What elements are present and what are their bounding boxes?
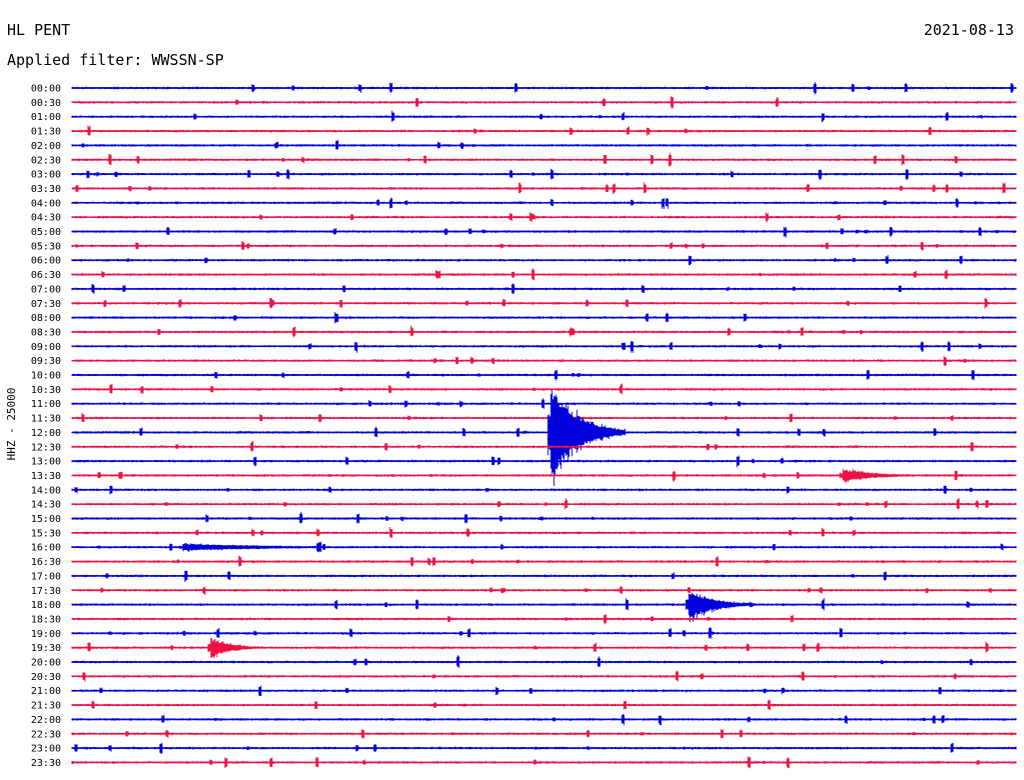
row-time-label: 05:00	[31, 227, 61, 238]
row-time-label: 06:30	[31, 270, 61, 281]
row-time-label: 23:30	[31, 758, 61, 769]
row-time-label: 23:00	[31, 744, 61, 755]
row-time-label: 09:00	[31, 342, 61, 353]
row-time-label: 19:30	[31, 643, 61, 654]
row-time-label: 22:00	[31, 715, 61, 726]
row-time-label: 06:00	[31, 256, 61, 267]
row-time-label: 09:30	[31, 356, 61, 367]
trace-row-1800	[71, 592, 1017, 622]
channel-label: HHZ - 25000	[5, 388, 18, 461]
row-time-label: 07:00	[31, 284, 61, 295]
station-title: HL PENT	[7, 21, 71, 39]
row-time-label: 02:30	[31, 155, 61, 166]
row-time-label: 03:30	[31, 184, 61, 195]
row-time-label: 08:30	[31, 327, 61, 338]
row-time-label: 08:00	[31, 313, 61, 324]
row-time-label: 17:30	[31, 586, 61, 597]
row-time-label: 12:30	[31, 442, 61, 453]
row-time-label: 14:00	[31, 485, 61, 496]
row-time-label: 22:30	[31, 729, 61, 740]
row-time-label: 18:30	[31, 614, 61, 625]
row-time-label: 21:00	[31, 686, 61, 697]
filter-label: Applied filter: WWSSN-SP	[7, 51, 224, 69]
row-time-label: 04:30	[31, 213, 61, 224]
row-time-label: 20:00	[31, 658, 61, 669]
row-time-label: 21:30	[31, 701, 61, 712]
row-time-label: 04:00	[31, 198, 61, 209]
row-time-label: 19:00	[31, 629, 61, 640]
row-time-label: 16:30	[31, 557, 61, 568]
row-time-label: 01:00	[31, 112, 61, 123]
row-time-label: 13:30	[31, 471, 61, 482]
row-time-label: 12:00	[31, 428, 61, 439]
row-time-label: 10:30	[31, 385, 61, 396]
row-time-label: 16:00	[31, 543, 61, 554]
date-label: 2021-08-13	[923, 21, 1014, 39]
row-time-label: 18:00	[31, 600, 61, 611]
row-time-label: 07:30	[31, 299, 61, 310]
row-time-label: 15:00	[31, 514, 61, 525]
row-time-label: 11:00	[31, 399, 61, 410]
row-time-label: 15:30	[31, 528, 61, 539]
trace-row-1500	[71, 511, 1017, 524]
row-time-label: 17:00	[31, 571, 61, 582]
row-time-label: 14:30	[31, 500, 61, 511]
row-time-label: 10:00	[31, 371, 61, 382]
row-time-label: 20:30	[31, 672, 61, 683]
row-time-label: 03:00	[31, 170, 61, 181]
row-time-label: 00:30	[31, 98, 61, 109]
row-time-label: 00:00	[31, 84, 61, 95]
row-time-label: 02:00	[31, 141, 61, 152]
row-time-label: 01:30	[31, 127, 61, 138]
row-time-label: 05:30	[31, 241, 61, 252]
row-time-label: 13:00	[31, 457, 61, 468]
row-time-label: 11:30	[31, 414, 61, 425]
